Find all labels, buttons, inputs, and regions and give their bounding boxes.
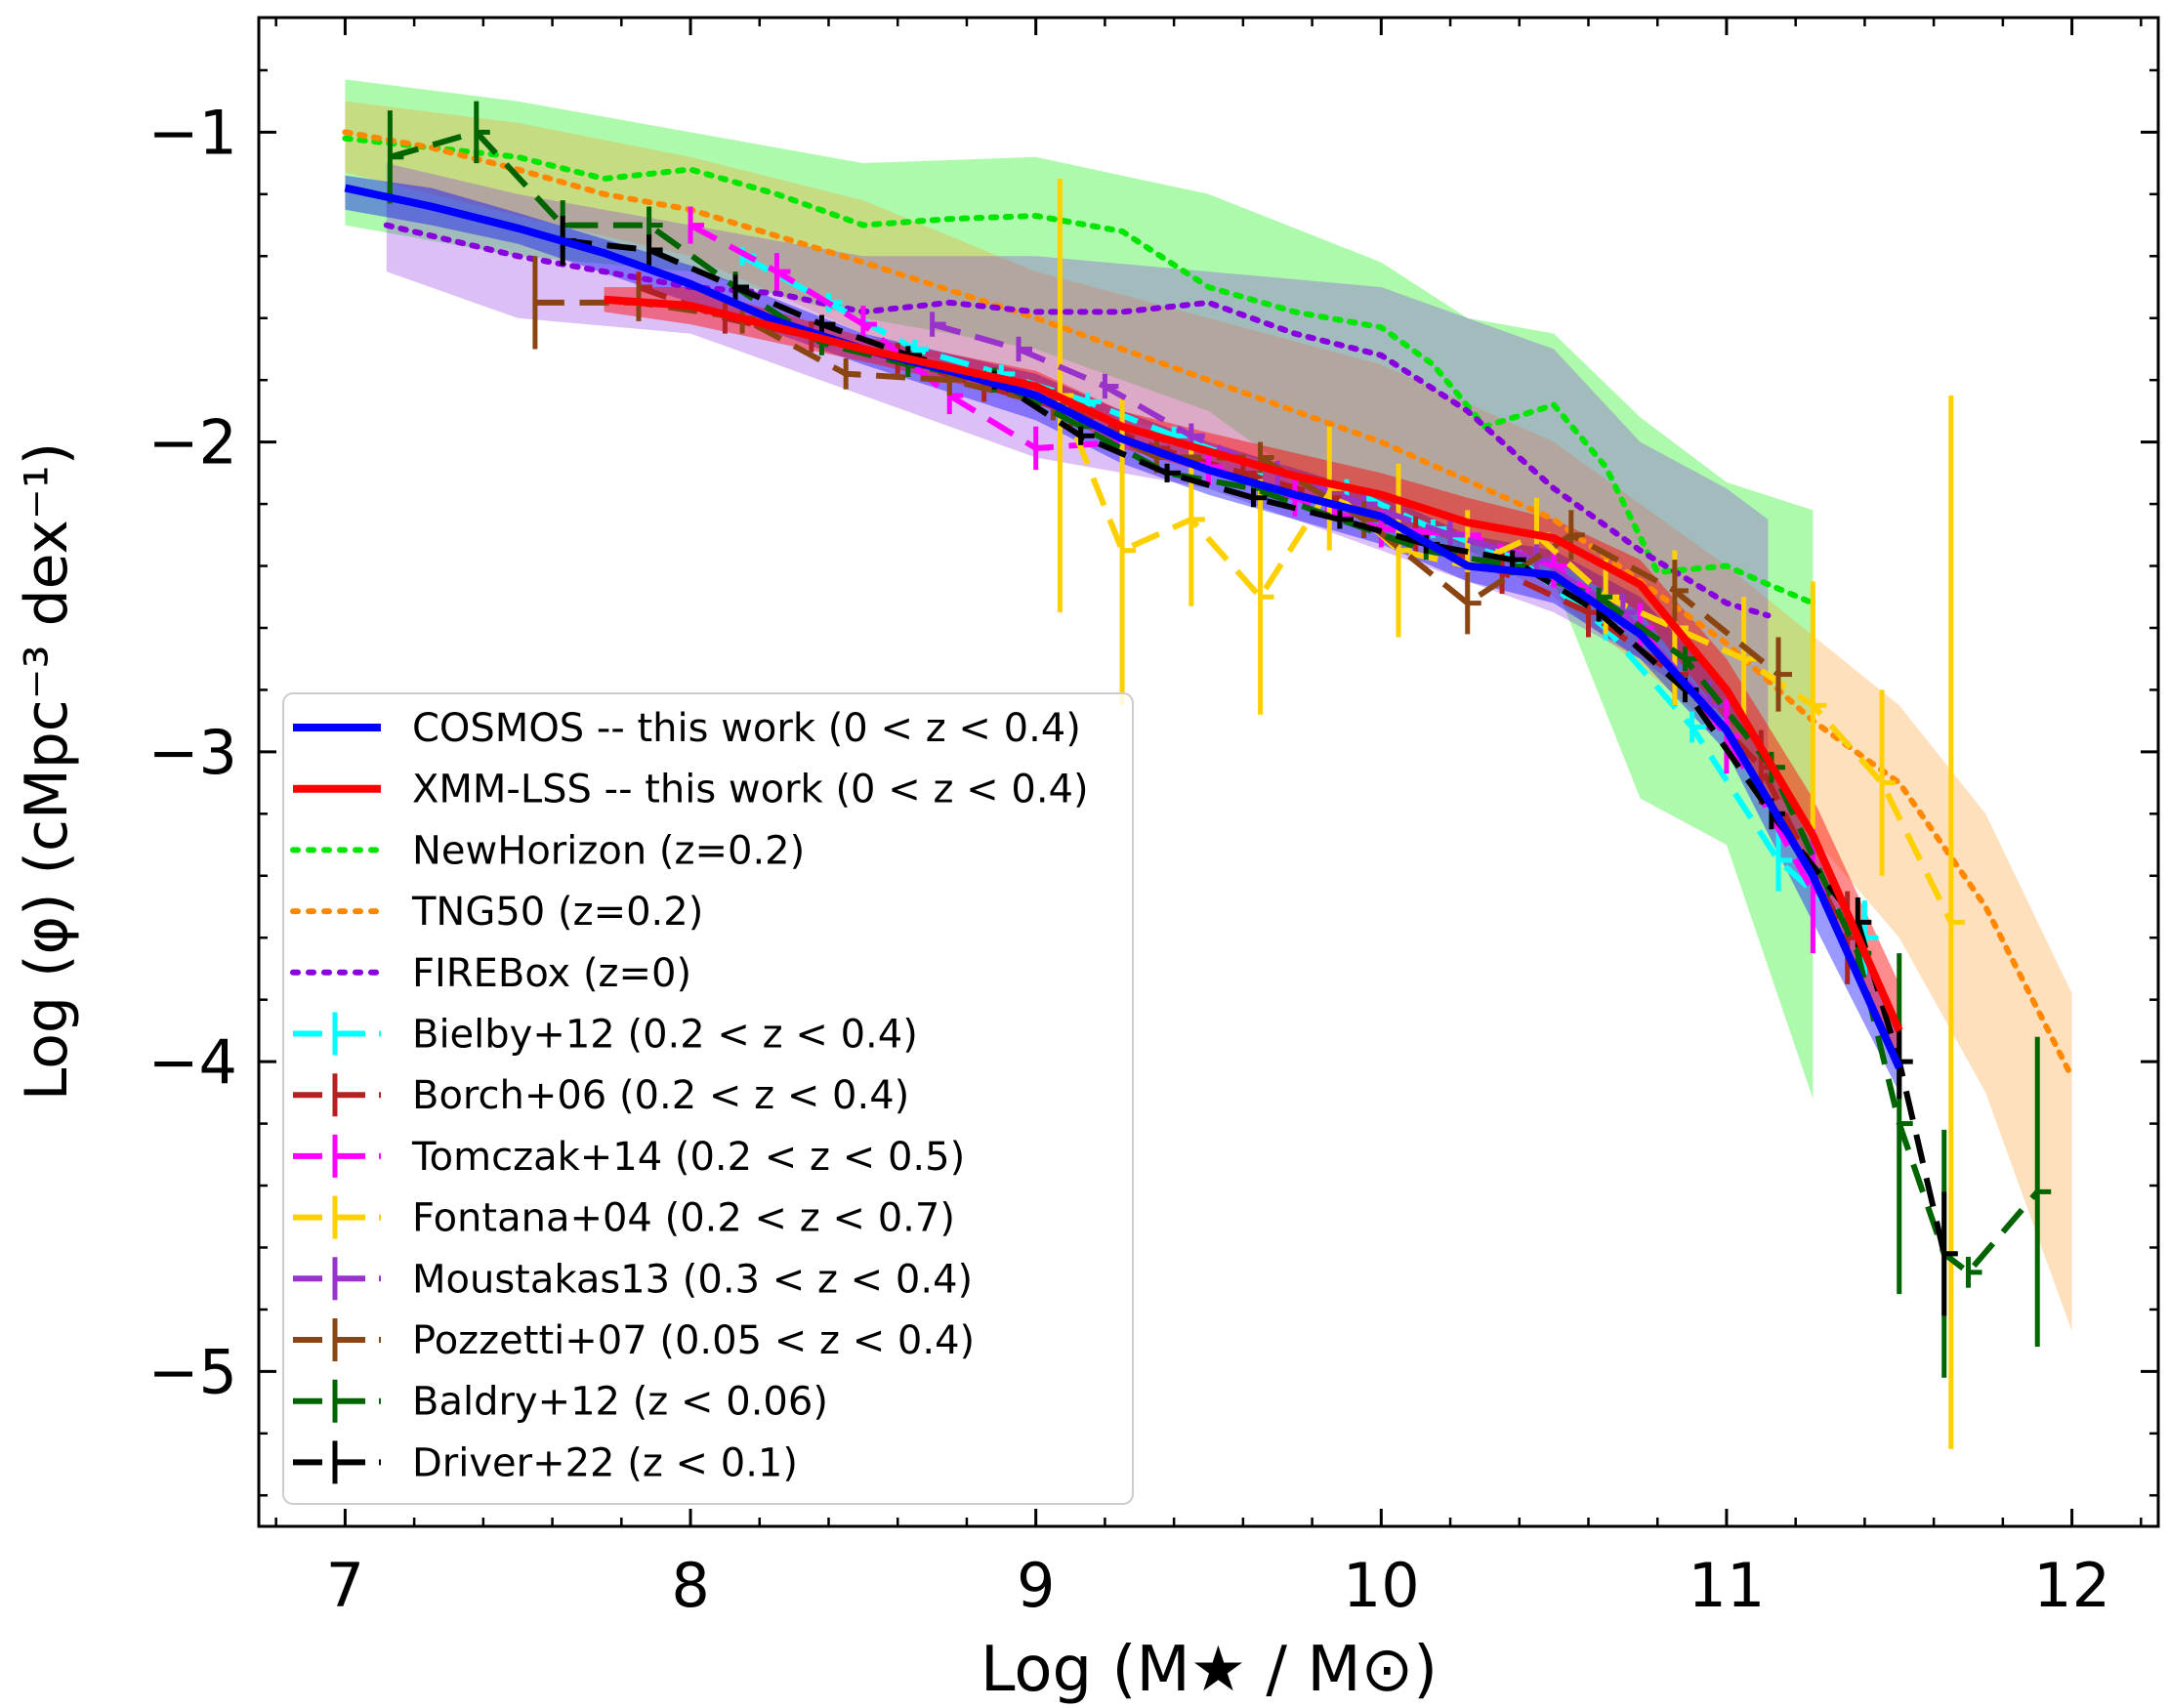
legend-label: Fontana+04 (0.2 < z < 0.7) [412,1196,955,1241]
legend-label: Pozzetti+07 (0.05 < z < 0.4) [412,1318,975,1363]
y-tick-label: −2 [148,407,237,479]
legend-item-pozzetti-07: Pozzetti+07 (0.05 < z < 0.4) [293,1318,975,1363]
y-tick-label: −4 [148,1026,237,1098]
series-line-fontana-04 [1057,394,1954,924]
legend-item-tomczak-14: Tomczak+14 (0.2 < z < 0.5) [293,1134,965,1180]
legend-item-fontana-04: Fontana+04 (0.2 < z < 0.7) [293,1195,955,1241]
legend-label: Bielby+12 (0.2 < z < 0.4) [412,1013,918,1058]
x-tick-label: 9 [1017,1550,1055,1621]
series-xmm-lss [604,295,1903,1033]
legend-label: Borch+06 (0.2 < z < 0.4) [412,1073,909,1118]
legend-label: Driver+22 (z < 0.1) [412,1440,798,1485]
legend-label: COSMOS -- this work (0 < z < 0.4) [412,706,1081,751]
series-line-tng50 [342,129,2075,1080]
x-tick-label: 8 [671,1550,709,1621]
series-cosmos [344,184,1903,1070]
band-firebox-band [386,163,1769,752]
series-line-xmm-lss [604,295,1903,1033]
legend-label: XMM-LSS -- this work (0 < z < 0.4) [412,768,1089,812]
x-tick-label: 11 [1689,1550,1766,1621]
series-line-cosmos [344,184,1903,1070]
legend: COSMOS -- this work (0 < z < 0.4) XMM-LSS… [282,692,1134,1505]
legend-item-xmm-lss: XMM-LSS -- this work (0 < z < 0.4) [293,768,1089,812]
x-tick-label: 7 [326,1550,364,1621]
legend-label: FIREBox (z=0) [412,951,691,996]
legend-item-newhorizon: NewHorizon (z=0.2) [290,828,805,873]
y-tick-label: −1 [148,97,237,168]
series-line-moustakas13 [931,321,1712,708]
legend-item-borch-06: Borch+06 (0.2 < z < 0.4) [293,1073,909,1118]
x-tick-label: 12 [2033,1550,2110,1621]
legend-item-cosmos: COSMOS -- this work (0 < z < 0.4) [293,706,1081,751]
legend-item-bielby-12: Bielby+12 (0.2 < z < 0.4) [293,1012,918,1058]
legend-item-moustakas13: Moustakas13 (0.3 < z < 0.4) [293,1257,973,1302]
legend-label: TNG50 (z=0.2) [411,890,703,935]
plot-frame [257,16,2160,1528]
series-fontana-04 [1057,178,1965,1449]
legend-item-driver-22: Driver+22 (z < 0.1) [293,1440,798,1485]
legend-box [282,692,1134,1505]
legend-label: Tomczak+14 (0.2 < z < 0.5) [411,1135,965,1180]
series-line-newhorizon [342,135,1816,606]
legend-label: NewHorizon (z=0.2) [412,828,805,873]
legend-item-baldry-12: Baldry+12 (z < 0.06) [293,1379,828,1425]
y-axis-label: Log (φ) (cMpc⁻³ dex⁻¹) [13,442,81,1101]
legend-label: Moustakas13 (0.3 < z < 0.4) [412,1257,973,1302]
series-line-baldry-12 [389,129,2040,1275]
ticks-layer: 7 8 9 10 11 12 −1 −2 −3 −4 −5 [148,18,2158,1621]
y-tick-label: −3 [148,717,237,788]
y-tick-label: −5 [148,1336,237,1407]
legend-label: Baldry+12 (z < 0.06) [412,1380,828,1425]
series-newhorizon [342,135,1816,606]
x-axis-label: Log (M★ / M⊙) [980,1634,1438,1706]
x-tick-label: 10 [1343,1550,1420,1621]
series-tng50 [342,129,2075,1080]
band-newhorizon-band [345,79,1814,1100]
legend-item-tng50: TNG50 (z=0.2) [290,890,703,935]
series-layer [342,101,2075,1449]
legend-item-firebox: FIREBox (z=0) [290,951,691,996]
